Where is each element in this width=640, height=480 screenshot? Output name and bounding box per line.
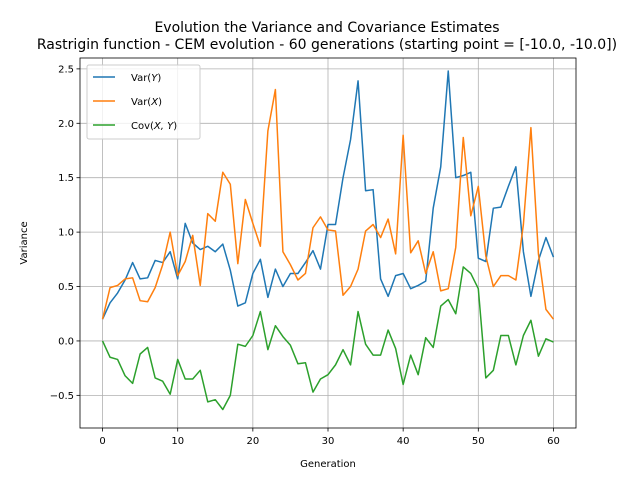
y-axis-label: Variance: [19, 221, 30, 264]
legend-label-var-x: Var(X): [131, 97, 162, 108]
y-tick-label: 2.5: [58, 64, 74, 75]
chart-title: Evolution the Variance and Covariance Es…: [154, 20, 499, 36]
axis-ticks: 0 10 20 30 40 50 60 −0.5 0.0 0.5 1.0 1.5 2.0 2.5: [50, 64, 560, 447]
y-tick-label: −0.5: [50, 391, 74, 402]
x-tick-label: 30: [322, 436, 335, 447]
y-tick-label: 1.5: [58, 173, 74, 184]
series-line-cov-x-y: [101, 266, 554, 411]
series-line-var-x: [101, 88, 555, 320]
x-axis-label: Generation: [300, 459, 356, 470]
chart-subtitle: Rastrigin function - CEM evolution - 60 …: [37, 37, 617, 53]
legend-box: [86, 64, 201, 140]
x-tick-label: 50: [472, 436, 485, 447]
series-lines: [101, 70, 555, 411]
legend: Var(Y) Var(X) Cov(X, Y): [86, 64, 201, 140]
plot-frame: [79, 57, 577, 429]
y-tick-label: 0.0: [58, 336, 74, 347]
y-tick-label: 2.0: [58, 119, 74, 130]
x-tick-label: 20: [246, 436, 259, 447]
x-tick-label: 60: [547, 436, 560, 447]
x-tick-label: 10: [171, 436, 184, 447]
legend-label-var-y: Var(Y): [131, 73, 161, 84]
y-tick-label: 1.0: [58, 228, 74, 239]
x-tick-label: 0: [99, 436, 105, 447]
x-tick-label: 40: [397, 436, 410, 447]
legend-label-cov-xy: Cov(X, Y): [131, 121, 177, 132]
y-tick-label: 0.5: [58, 282, 74, 293]
series-line-var-y: [101, 70, 555, 320]
